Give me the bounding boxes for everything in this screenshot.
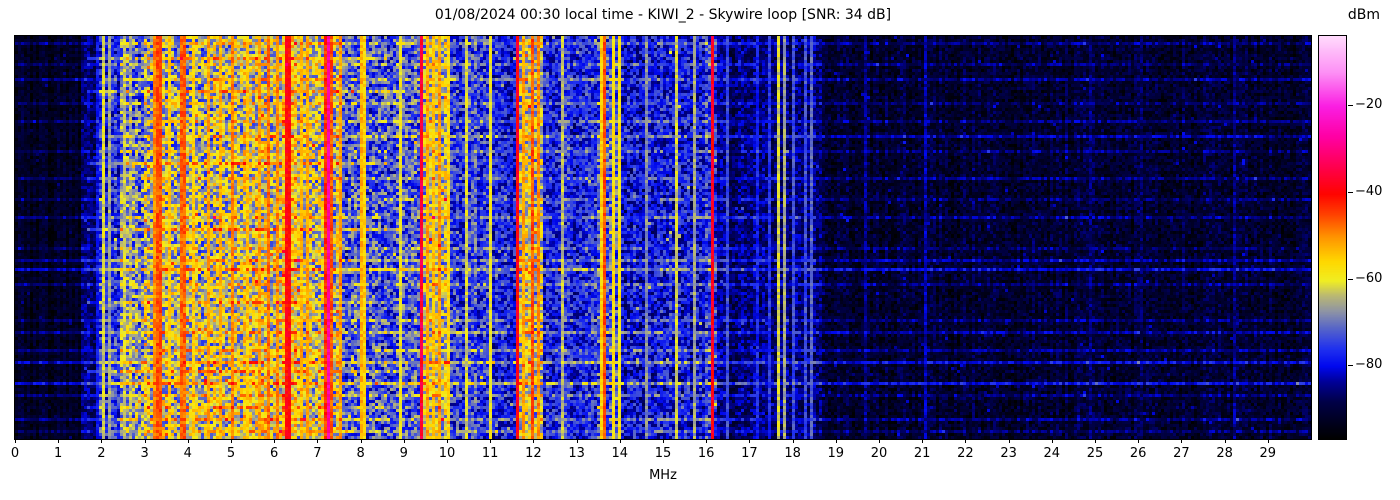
x-tick-label: 17 <box>741 446 758 461</box>
x-tick <box>792 439 794 443</box>
x-tick <box>15 439 16 443</box>
x-tick <box>317 439 319 443</box>
x-tick <box>231 439 232 443</box>
x-tick-label: 0 <box>10 446 20 461</box>
colorbar-tick <box>1348 365 1353 367</box>
x-tick <box>1267 439 1269 443</box>
x-tick <box>663 439 664 443</box>
x-tick <box>576 439 578 443</box>
x-tick-label: 26 <box>1129 446 1147 461</box>
x-tick-label: 20 <box>870 446 888 461</box>
colorbar-tick <box>1348 192 1353 193</box>
waterfall-heatmap <box>14 35 1312 440</box>
x-tick <box>360 439 362 443</box>
x-tick <box>619 439 621 443</box>
x-tick-label: 19 <box>827 446 845 461</box>
x-axis-label: MHz <box>649 468 677 483</box>
x-tick <box>1138 439 1140 443</box>
x-tick-label: 4 <box>183 446 192 461</box>
x-tick-label: 12 <box>525 446 542 461</box>
x-tick <box>835 439 837 443</box>
x-tick <box>1181 439 1183 443</box>
x-tick <box>490 439 492 443</box>
x-tick <box>1224 439 1226 443</box>
x-tick <box>58 439 60 443</box>
x-tick-label: 2 <box>97 446 106 461</box>
chart-title: 01/08/2024 00:30 local time - KIWI_2 - S… <box>434 7 892 23</box>
x-tick <box>274 439 276 443</box>
x-tick <box>706 439 708 443</box>
x-tick-label: 6 <box>270 446 279 461</box>
x-tick-label: 29 <box>1259 446 1277 461</box>
x-tick-label: 24 <box>1043 446 1061 461</box>
x-tick <box>403 439 405 443</box>
x-tick-label: 21 <box>913 446 931 461</box>
colorbar-tick <box>1348 278 1353 280</box>
colorbar-tick-label: −40 <box>1355 184 1383 199</box>
x-tick <box>1051 439 1053 443</box>
x-tick-label: 13 <box>568 446 585 461</box>
colorbar-tick <box>1348 105 1353 107</box>
x-tick-label: 14 <box>611 446 629 461</box>
x-tick <box>879 439 880 443</box>
x-tick <box>144 439 146 443</box>
x-tick <box>187 439 189 443</box>
x-tick-label: 16 <box>697 446 715 461</box>
x-tick-label: 9 <box>399 446 408 461</box>
x-tick-label: 15 <box>654 446 672 461</box>
colorbar-tick-label: −80 <box>1355 357 1383 373</box>
x-tick <box>749 439 751 443</box>
x-tick-label: 5 <box>226 446 236 461</box>
x-tick <box>965 439 967 443</box>
colorbar-tick-label: −60 <box>1355 270 1383 286</box>
x-tick-label: 11 <box>481 446 499 461</box>
x-tick-label: 8 <box>356 446 365 461</box>
x-tick-label: 27 <box>1173 446 1190 461</box>
colorbar-unit-label: dBm <box>1347 7 1381 23</box>
x-tick <box>533 439 535 443</box>
x-tick-label: 7 <box>313 446 322 461</box>
x-tick <box>1095 439 1096 443</box>
x-tick <box>1008 439 1010 443</box>
x-tick <box>447 439 448 443</box>
x-tick-label: 28 <box>1216 446 1233 461</box>
colorbar <box>1318 35 1347 440</box>
x-tick <box>922 439 924 443</box>
x-tick-label: 3 <box>140 446 149 461</box>
x-tick-label: 22 <box>957 446 974 461</box>
x-tick-label: 18 <box>784 446 801 461</box>
x-tick-label: 23 <box>1000 446 1017 461</box>
colorbar-tick-label: −20 <box>1355 97 1383 113</box>
x-tick <box>101 439 103 443</box>
x-tick-label: 1 <box>54 446 63 461</box>
x-tick-label: 10 <box>438 446 456 461</box>
x-tick-label: 25 <box>1086 446 1104 461</box>
